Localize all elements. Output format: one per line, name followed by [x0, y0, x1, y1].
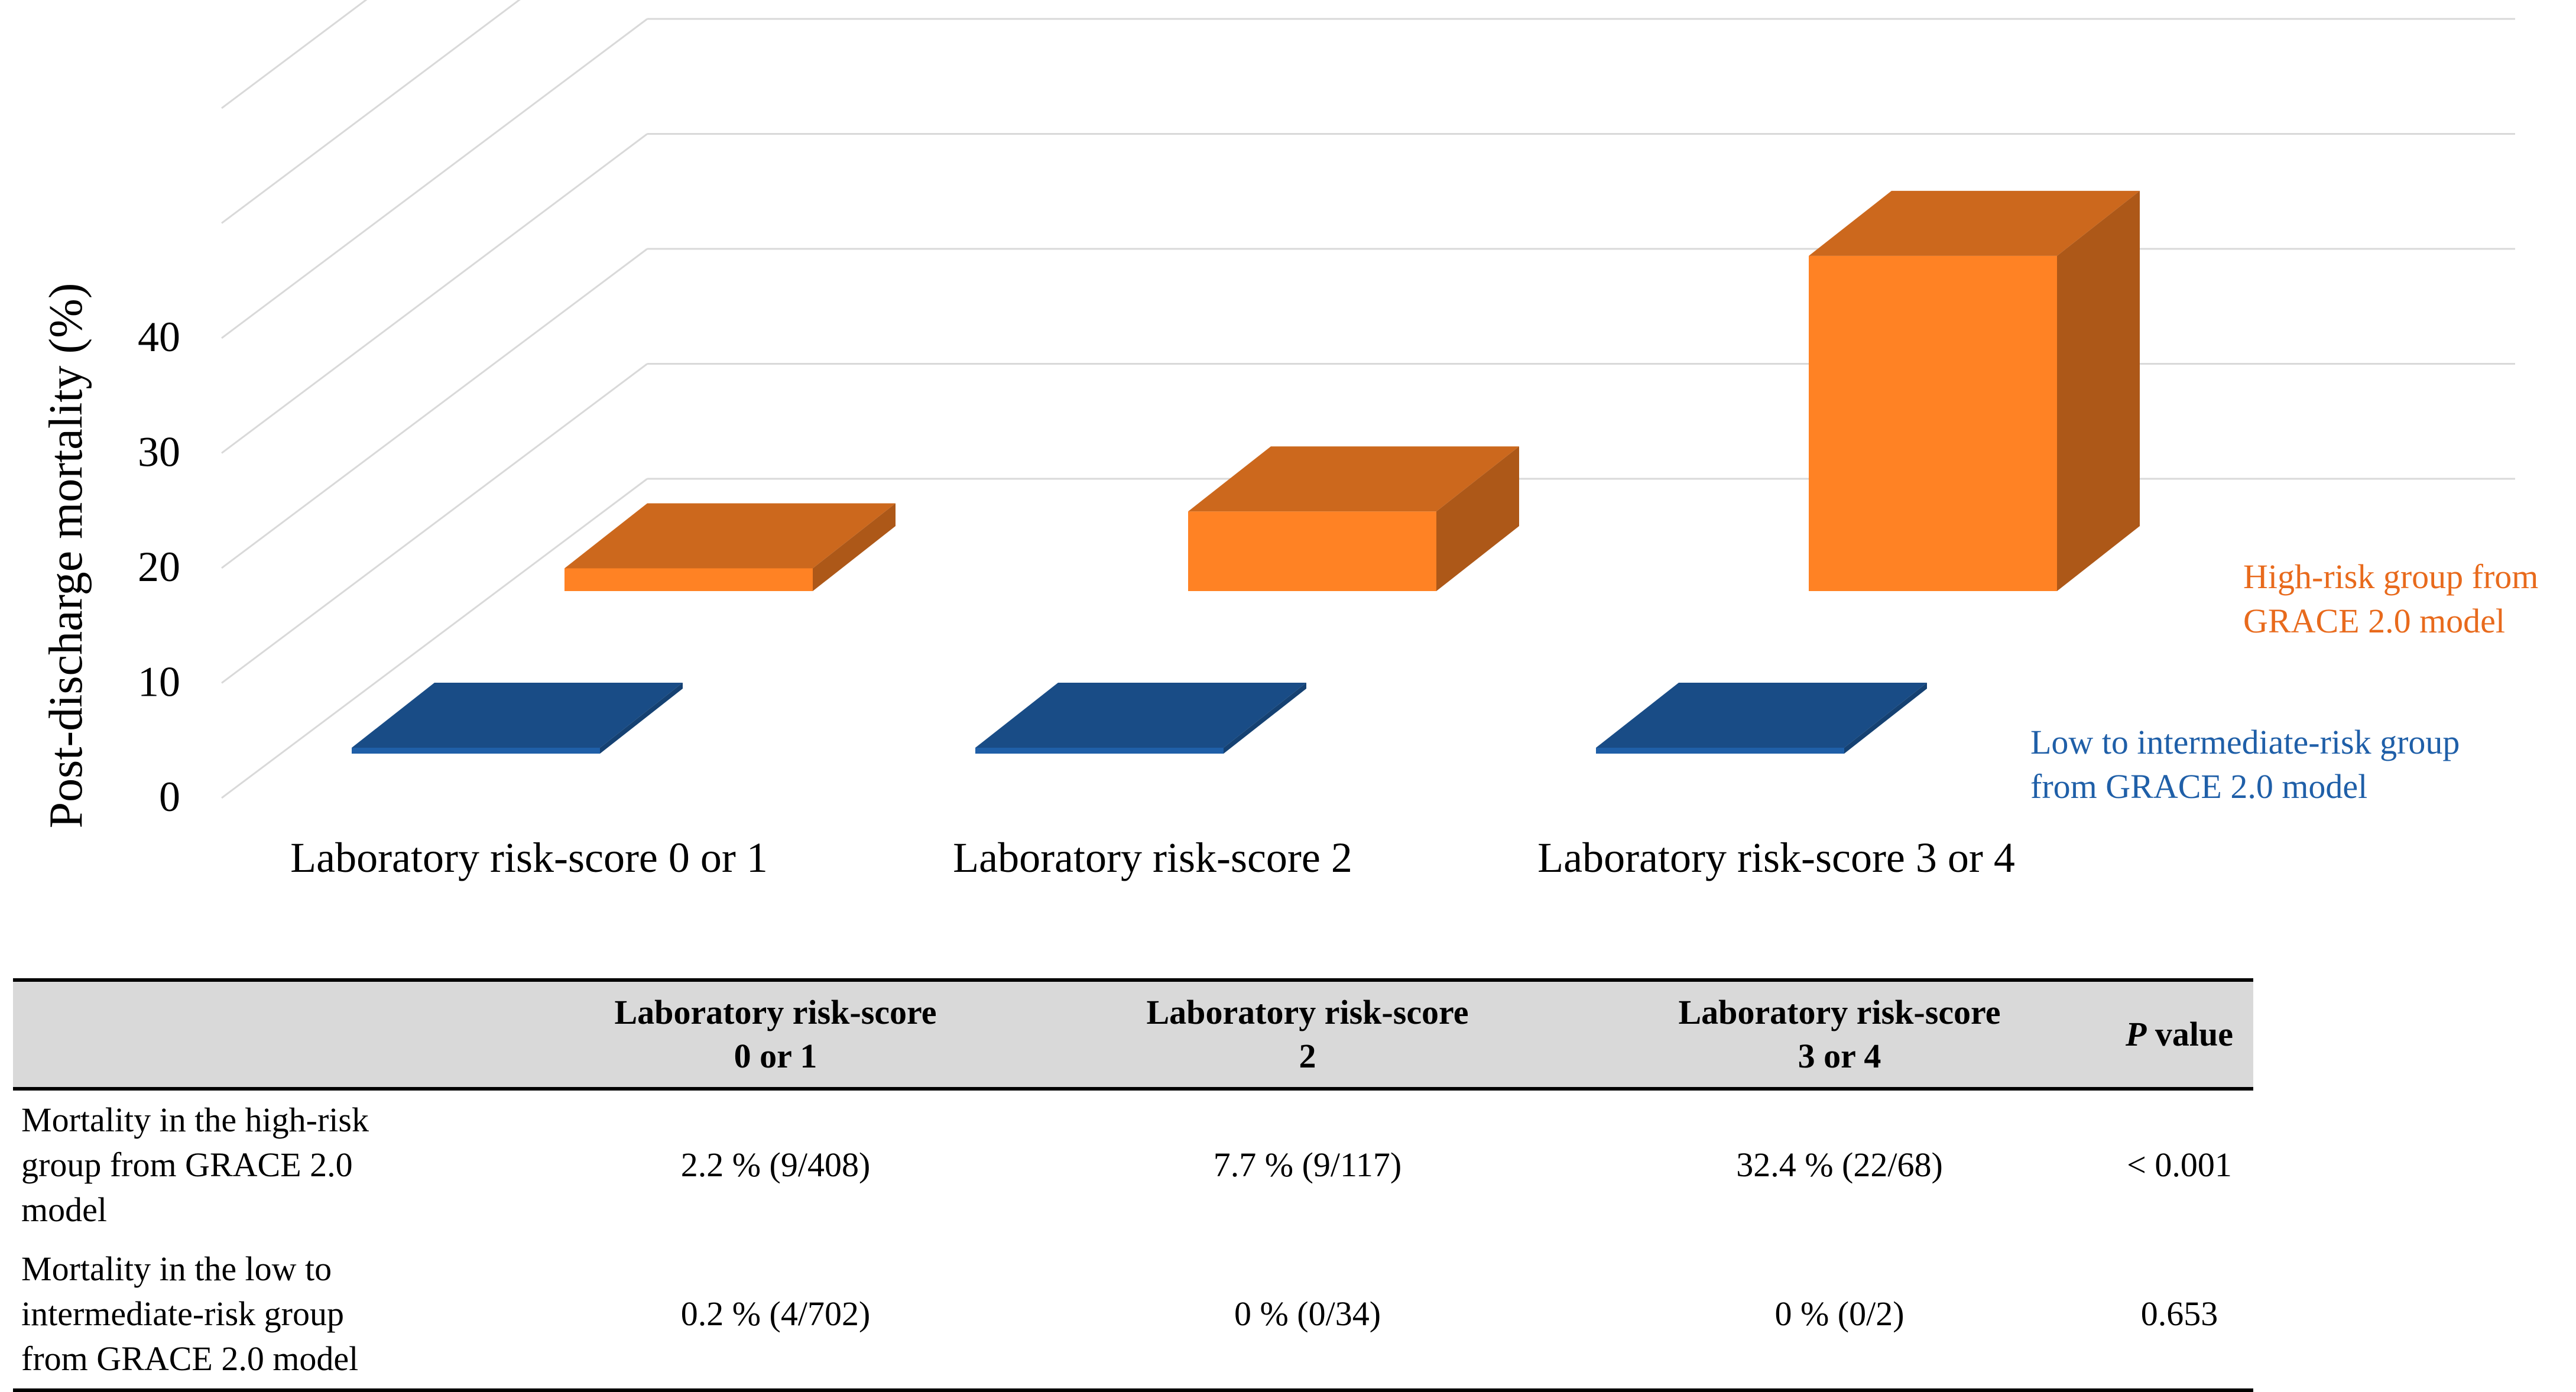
gridline-diagonal — [221, 478, 648, 799]
bar-top-face — [1596, 683, 1927, 748]
row-label-line: model — [21, 1190, 107, 1229]
mortality-table: Laboratory risk-score 0 or 1 Laboratory … — [13, 978, 2253, 1392]
bar — [1809, 190, 2140, 591]
series-label: High-risk group from — [2243, 557, 2538, 596]
mortality-table-wrap: Laboratory risk-score 0 or 1 Laboratory … — [13, 978, 2253, 1392]
y-axis-title: Post-discharge mortality (%) — [40, 283, 92, 829]
bar-side-face — [2057, 190, 2140, 591]
bar-front-face — [1809, 255, 2057, 591]
header-text: Laboratory risk-score — [1678, 993, 2001, 1031]
series-label: Low to intermediate-risk group — [2030, 723, 2460, 761]
bar-top-face — [564, 503, 896, 569]
y-tick-label: 30 — [138, 429, 180, 476]
table-header-row: Laboratory risk-score 0 or 1 Laboratory … — [13, 980, 2253, 1089]
header-text: 0 or 1 — [734, 1037, 817, 1075]
cell-high-p-value: < 0.001 — [2127, 1146, 2232, 1184]
cell-low-score-3-4: 0 % (0/2) — [1573, 1240, 2105, 1392]
chart-bars — [352, 190, 2140, 754]
bar-top-face — [975, 683, 1306, 748]
y-tick-label: 20 — [138, 543, 180, 590]
header-score-2: Laboratory risk-score 2 — [1042, 980, 1573, 1089]
bar-side-face — [1224, 683, 1306, 754]
cell-high-score-0-1: 2.2 % (9/408) — [680, 1146, 871, 1184]
bar-top-face — [1188, 446, 1519, 512]
bar — [564, 503, 896, 591]
bar-top-face — [352, 683, 683, 748]
bar — [1188, 446, 1519, 591]
row-label-low-risk: Mortality in the low to intermediate-ris… — [13, 1240, 510, 1392]
bar-side-face — [1844, 683, 1927, 754]
table-row: Mortality in the low to intermediate-ris… — [13, 1240, 2253, 1392]
x-axis-categories: Laboratory risk-score 0 or 1 Laboratory r… — [290, 834, 2015, 881]
cell-high-score-3-4: 32.4 % (22/68) — [1736, 1146, 1943, 1184]
bar-front-face — [1188, 511, 1436, 591]
bar-top-face — [1809, 190, 2140, 256]
y-tick-label: 0 — [159, 773, 180, 820]
cell-low-score-0-1: 0.2 % (4/702) — [510, 1240, 1042, 1392]
y-tick-label: 40 — [138, 313, 180, 361]
header-empty-cell — [13, 980, 510, 1089]
gridline-diagonal — [221, 0, 368, 109]
bar-side-face — [1436, 446, 1519, 591]
header-text: 3 or 4 — [1798, 1037, 1881, 1075]
y-tick-label: 10 — [138, 658, 180, 706]
header-p-value: P value — [2105, 980, 2253, 1089]
gridline-diagonal — [221, 0, 521, 224]
series-label: GRACE 2.0 model — [2243, 602, 2505, 640]
header-text: Laboratory risk-score — [614, 993, 937, 1031]
bar-front-face — [564, 568, 813, 591]
y-axis-ticks: 0 10 20 30 40 — [138, 313, 180, 820]
chart-gridlines — [221, 0, 2515, 799]
p-rest: value — [2146, 1015, 2234, 1053]
x-category-label: Laboratory risk-score 2 — [953, 834, 1352, 881]
cell-high-score-2: 7.7 % (9/117) — [1213, 1146, 1402, 1184]
bar-side-face — [813, 503, 896, 591]
bar — [975, 683, 1306, 754]
x-category-label: Laboratory risk-score 3 or 4 — [1537, 834, 2015, 881]
header-text: Laboratory risk-score — [1146, 993, 1469, 1031]
cell-low-p-value: 0.653 — [2105, 1240, 2253, 1392]
header-score-0-1: Laboratory risk-score 0 or 1 — [510, 980, 1042, 1089]
bar — [352, 683, 683, 754]
p-italic: P — [2125, 1015, 2147, 1053]
bar-front-face — [1596, 748, 1844, 754]
bar-front-face — [975, 748, 1224, 754]
gridline-diagonal — [221, 133, 648, 454]
cell-low-score-2: 0 % (0/34) — [1042, 1240, 1573, 1392]
row-label-line: from GRACE 2.0 model — [21, 1339, 359, 1378]
row-label-line: intermediate-risk group — [21, 1294, 344, 1333]
series-labels: Low to intermediate-risk group from GRACE… — [2030, 557, 2538, 806]
header-score-3-4: Laboratory risk-score 3 or 4 — [1573, 980, 2105, 1089]
header-text: 2 — [1299, 1037, 1316, 1075]
row-label-high-risk: Mortality in the high-risk group from GR… — [13, 1089, 510, 1240]
bar-side-face — [600, 683, 683, 754]
x-category-label: Laboratory risk-score 0 or 1 — [290, 834, 768, 881]
row-label-line: Mortality in the low to — [21, 1250, 332, 1288]
bar — [1596, 683, 1927, 754]
gridline-diagonal — [221, 363, 648, 684]
row-label-line: group from GRACE 2.0 — [21, 1146, 353, 1184]
table-row: Mortality in the high-risk group from GR… — [13, 1089, 2253, 1240]
gridline-diagonal — [221, 248, 648, 569]
row-label-line: Mortality in the high-risk — [21, 1101, 369, 1139]
series-label: from GRACE 2.0 model — [2030, 767, 2367, 806]
gridline-diagonal — [221, 18, 648, 339]
bar-front-face — [352, 748, 600, 754]
